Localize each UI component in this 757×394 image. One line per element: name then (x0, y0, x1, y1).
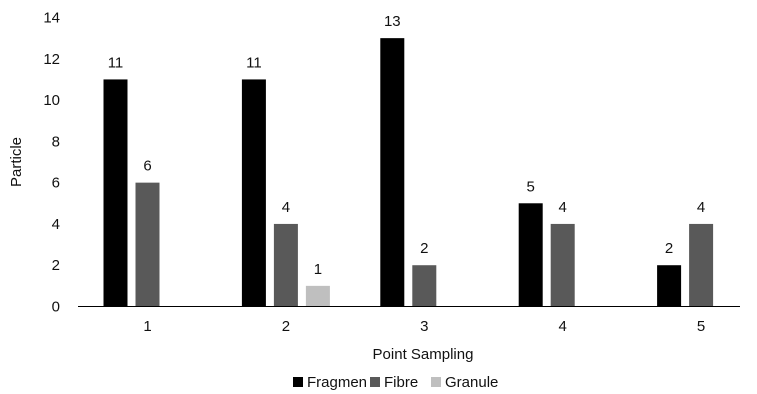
x-tick-label: 4 (559, 318, 567, 335)
data-label-fragmen-1: 11 (108, 54, 124, 71)
data-label-fragmen-3: 13 (384, 13, 401, 30)
data-label-granule-2: 1 (314, 261, 322, 278)
legend-swatch-fragmen (293, 377, 303, 387)
y-tick-label: 8 (52, 133, 60, 150)
y-tick-label: 14 (43, 10, 60, 27)
bar-fibre-3 (412, 265, 437, 307)
legend-label-fragmen: Fragmen (307, 374, 367, 391)
y-tick-label: 4 (52, 216, 60, 233)
data-label-fibre-5: 4 (697, 199, 705, 216)
bar-fibre-5 (689, 223, 714, 307)
bar-fragmen-2 (241, 79, 266, 307)
x-axis-title: Point Sampling (373, 346, 474, 363)
bar-fibre-1 (135, 182, 160, 307)
y-tick-label: 10 (43, 92, 60, 109)
x-tick-label: 3 (420, 318, 428, 335)
legend-swatch-fibre (370, 377, 380, 387)
bar-fragmen-3 (380, 38, 405, 307)
data-label-fibre-2: 4 (282, 199, 290, 216)
y-axis-ticks: 0 2 4 6 8 10 12 14 (43, 10, 60, 316)
legend: Fragmen Fibre Granule (293, 374, 498, 391)
y-tick-label: 2 (52, 257, 60, 274)
x-tick-label: 1 (143, 318, 151, 335)
bar-fibre-4 (550, 223, 575, 307)
y-tick-label: 6 (52, 175, 60, 192)
legend-label-granule: Granule (445, 374, 498, 391)
bars (103, 38, 714, 307)
y-axis-title: Particle (8, 137, 25, 187)
bar-fibre-2 (273, 223, 298, 307)
y-tick-label: 12 (43, 51, 60, 68)
x-tick-label: 5 (697, 318, 705, 335)
bar-fragmen-5 (657, 265, 682, 307)
data-label-fragmen-2: 11 (246, 54, 262, 71)
data-label-fibre-3: 2 (420, 240, 428, 257)
legend-label-fibre: Fibre (384, 374, 418, 391)
bar-fragmen-1 (103, 79, 128, 307)
legend-swatch-granule (431, 377, 441, 387)
x-axis-ticks: 1 2 3 4 5 (143, 318, 705, 335)
data-label-fibre-4: 4 (559, 199, 567, 216)
data-label-fragmen-4: 5 (527, 178, 535, 195)
data-label-fragmen-5: 2 (665, 240, 673, 257)
y-tick-label: 0 (52, 299, 60, 316)
data-label-fibre-1: 6 (143, 158, 151, 175)
bar-fragmen-4 (518, 203, 543, 307)
bar-granule-2 (305, 285, 330, 307)
x-tick-label: 2 (282, 318, 290, 335)
